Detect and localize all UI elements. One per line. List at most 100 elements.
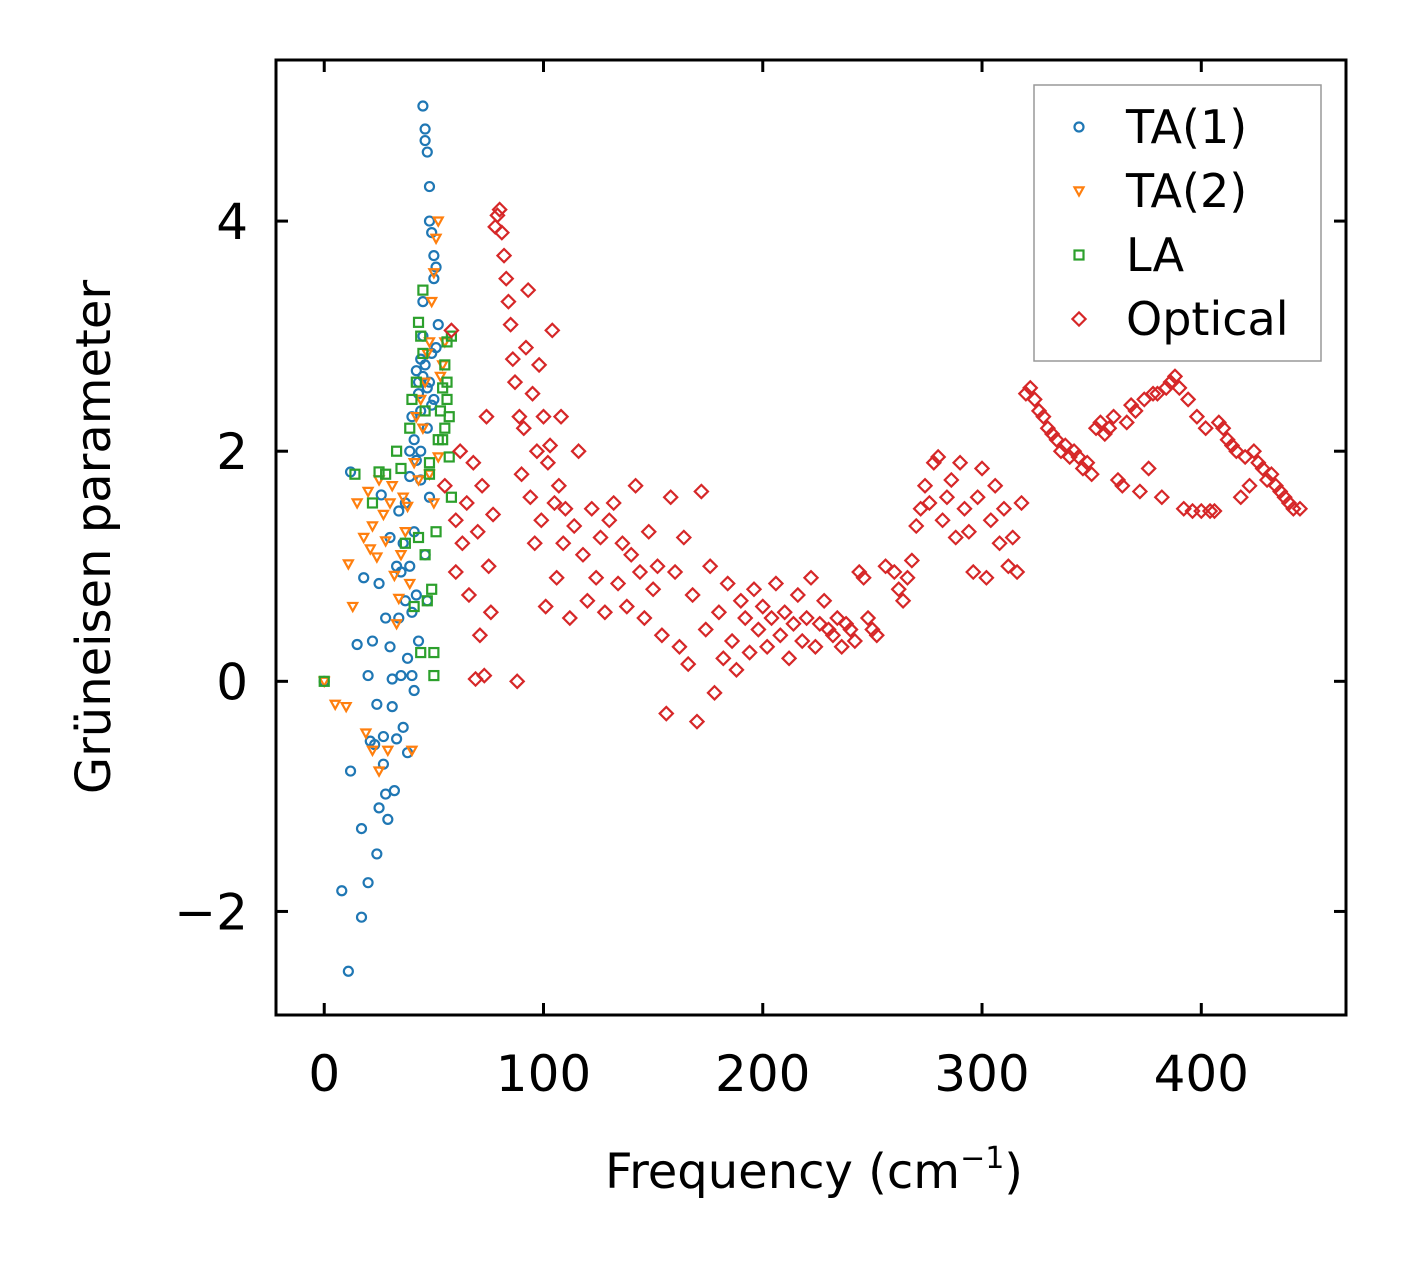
data-point [428,646,440,659]
data-point [697,621,714,638]
data-point [385,481,399,493]
data-point [377,509,390,522]
legend-marker-la [1073,249,1085,261]
data-point [767,575,785,592]
data-point [504,351,521,368]
y-tick-label: −2 [174,883,248,941]
data-point [570,443,587,460]
data-point [579,592,596,609]
data-point [350,498,364,510]
data-point [382,813,394,825]
data-point [429,233,443,246]
legend-label-ta-2: TA(2) [1125,164,1247,218]
data-point [1035,408,1052,425]
data-point [428,273,440,285]
data-point [409,411,423,424]
data-point [557,500,574,517]
data-point [789,586,806,604]
y-tick-label: 0 [216,653,248,711]
data-point [1000,558,1017,575]
data-point [544,322,561,339]
data-point [358,572,370,584]
data-point [618,598,635,615]
data-point [427,498,441,510]
data-point [423,180,436,193]
data-point [1004,529,1021,546]
data-point [469,523,486,540]
y-axis-title: Grüneisen parameter [66,280,122,795]
data-point [417,284,429,296]
data-point [1096,425,1113,443]
data-point [401,652,414,664]
data-point [441,376,453,388]
data-point [548,569,565,586]
y-tick-label: 2 [216,423,248,481]
data-point [380,468,392,480]
data-point [1131,483,1149,500]
data-point [412,635,425,647]
data-point [471,627,489,644]
data-point [741,644,758,661]
data-point [408,684,420,697]
data-point [408,600,420,613]
x-axis-ticks: 0 100 200 300 400 [308,60,1249,1103]
data-point [412,316,425,328]
data-point [511,408,528,425]
data-point [443,322,460,339]
x-tick-label: 0 [308,1045,340,1103]
data-point [439,422,451,434]
data-point [1291,500,1309,517]
data-point [383,498,397,510]
data-point [1175,500,1192,517]
x-axis-title: Frequency (cm−1) [605,1141,1023,1200]
data-point [1197,420,1214,437]
data-point [390,445,403,457]
data-point [359,728,373,740]
data-point [754,598,771,615]
data-point [482,604,500,621]
data-point [995,500,1013,517]
data-point [539,454,557,471]
data-point [416,423,430,435]
data-point [495,247,513,264]
legend-marker-ta-1 [1073,121,1085,133]
data-point [1258,471,1276,489]
data-point [361,486,375,499]
data-point [758,638,776,655]
data-point [399,537,411,549]
data-point [1092,414,1109,431]
data-point [384,641,396,653]
data-point [1079,454,1096,471]
data-point [318,675,330,687]
data-point [894,592,912,609]
data-point [1263,466,1280,483]
data-point [991,535,1008,552]
data-point [1052,443,1070,460]
data-point [973,460,991,477]
data-point [439,359,451,371]
data-point [419,359,431,371]
data-point [1215,420,1232,437]
legend-label-ta-1: TA(1) [1125,100,1247,154]
data-point [393,505,405,517]
data-point [859,609,877,627]
data-point [428,393,440,406]
x-axis-title-superscript: −1 [960,1141,1004,1176]
data-point [410,589,422,601]
data-point [437,434,449,446]
data-point [1254,460,1271,477]
data-point [419,405,431,417]
data-point [537,598,554,615]
data-point [506,374,524,391]
data-point [417,296,429,308]
data-point [491,201,508,218]
legend-marker-optical [1070,310,1088,328]
data-point [430,526,442,538]
data-point [596,604,614,621]
data-point [379,536,393,548]
data-point [426,399,438,411]
data-point [524,385,541,402]
data-point [1087,420,1105,437]
data-point [407,458,421,470]
